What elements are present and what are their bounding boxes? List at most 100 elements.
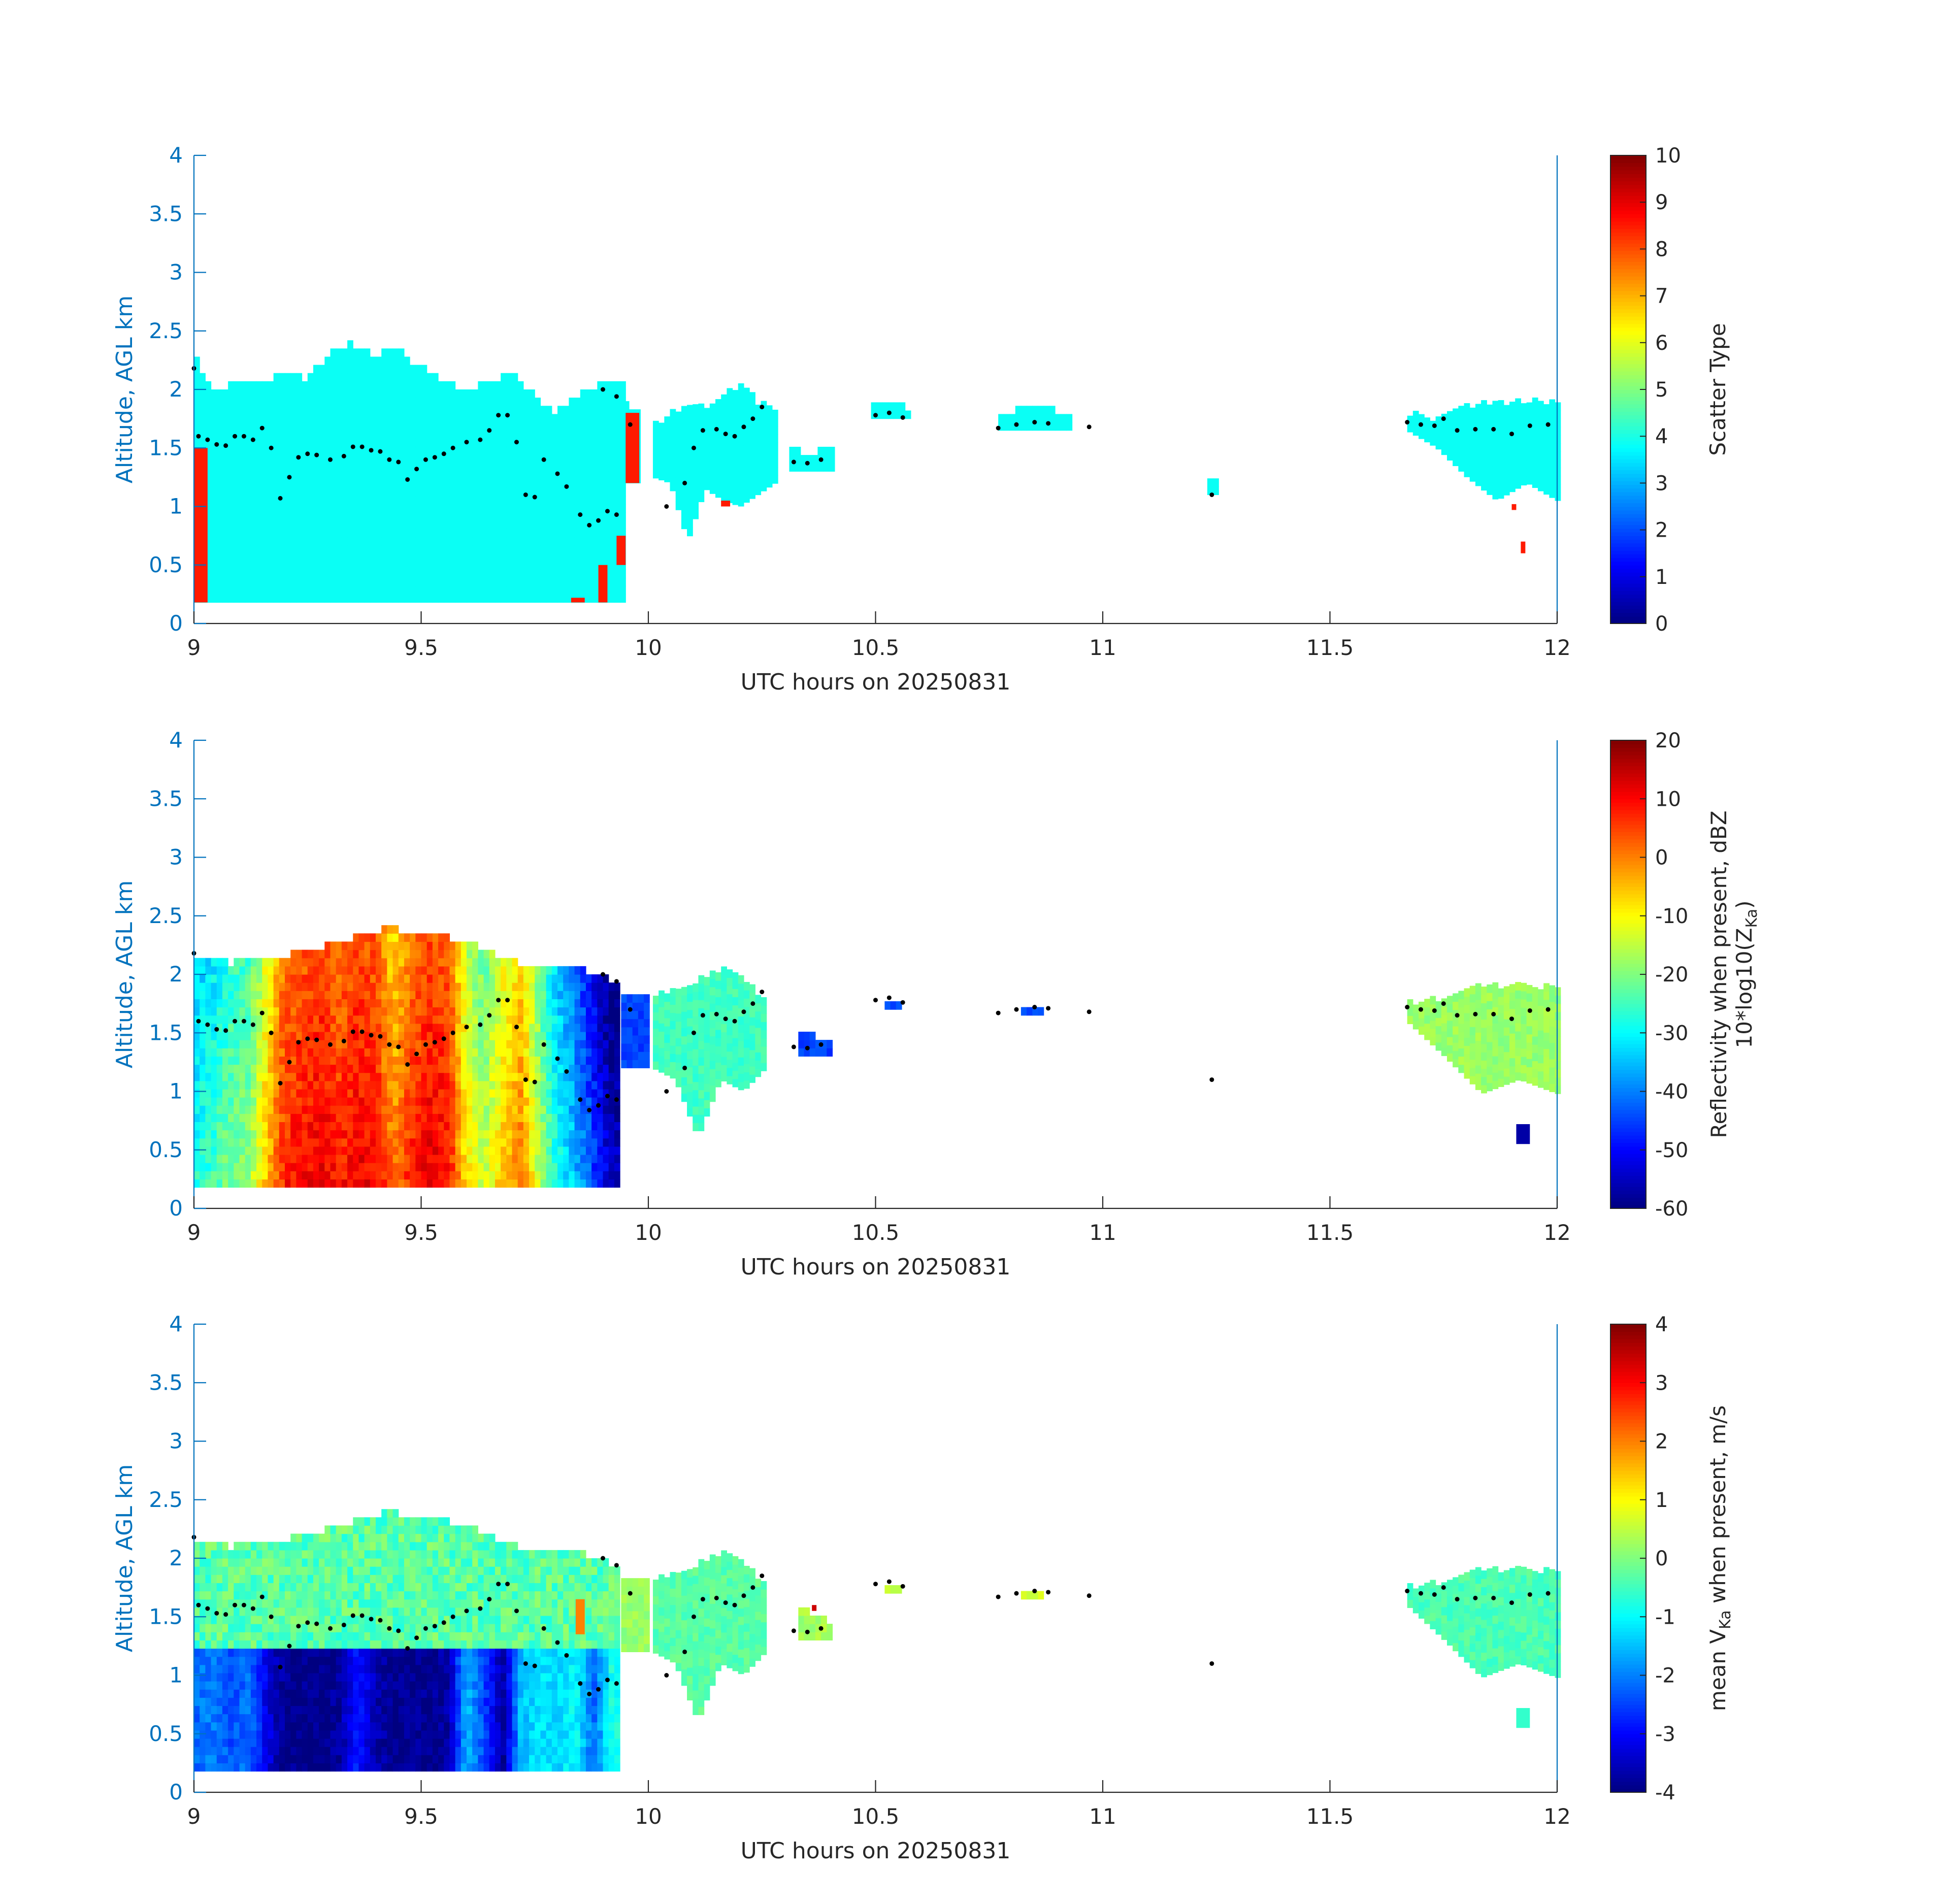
data-cell (273, 389, 280, 398)
data-cell (483, 999, 490, 1008)
data-cell (245, 1146, 251, 1155)
data-cell (467, 1171, 473, 1179)
data-cell (341, 504, 348, 513)
data-cell (569, 479, 575, 488)
data-cell (410, 537, 416, 546)
data-cell (489, 446, 496, 455)
data-cell (489, 1040, 496, 1048)
data-cell (432, 512, 439, 521)
data-cell (426, 1171, 433, 1179)
data-cell (234, 1122, 240, 1131)
data-cell (551, 446, 558, 455)
data-cell (262, 1040, 269, 1048)
data-cell (410, 365, 416, 374)
data-cell (324, 561, 331, 570)
data-cell (302, 1122, 308, 1131)
data-cell (551, 1179, 558, 1188)
data-cell (483, 504, 490, 513)
data-cell (364, 1130, 371, 1139)
data-cell (715, 465, 721, 473)
data-cell (438, 1105, 444, 1114)
data-cell (1435, 416, 1442, 425)
data-cell (512, 1040, 518, 1048)
data-cell (358, 381, 365, 390)
data-cell (876, 402, 883, 411)
data-cell (250, 561, 257, 570)
data-cell (353, 999, 359, 1008)
data-cell (245, 438, 251, 447)
data-cell (546, 504, 552, 513)
data-cell (347, 406, 353, 414)
data-cell (268, 1048, 274, 1057)
data-cell (205, 1080, 212, 1090)
data-cell (296, 1171, 303, 1179)
data-cell (404, 974, 410, 983)
data-cell (501, 512, 507, 521)
data-cell (455, 949, 462, 959)
data-cell (523, 1163, 530, 1171)
data-cell (358, 520, 365, 529)
data-cell (285, 463, 291, 472)
data-cell (444, 438, 450, 447)
data-cell (290, 1138, 297, 1147)
data-cell (438, 1154, 444, 1163)
data-cell (256, 422, 262, 431)
data-cell (205, 471, 212, 480)
data-cell (580, 1130, 586, 1139)
data-cell (871, 402, 877, 411)
data-cell (449, 496, 456, 505)
data-cell (234, 381, 240, 390)
data-cell (1492, 450, 1499, 458)
data-cell (608, 594, 615, 603)
data-cell (426, 1007, 433, 1016)
data-cell (313, 1064, 319, 1073)
data-cell (540, 1138, 547, 1147)
data-cell (302, 1089, 308, 1098)
data-cell (467, 1154, 473, 1163)
data-cell (302, 561, 308, 570)
data-cell (250, 479, 257, 488)
data-cell (330, 1138, 337, 1147)
data-cell (381, 1064, 387, 1073)
data-cell (313, 999, 319, 1008)
data-cell (205, 1171, 212, 1179)
data-cell (421, 512, 427, 521)
data-cell (296, 1179, 303, 1188)
data-cell (512, 1122, 518, 1131)
data-cell (341, 966, 348, 975)
data-cell (444, 455, 450, 464)
data-cell (523, 389, 530, 398)
data-cell (285, 422, 291, 431)
data-cell (546, 1130, 552, 1139)
data-cell (517, 982, 524, 991)
data-cell (483, 966, 490, 975)
data-cell (250, 422, 257, 431)
data-cell (222, 504, 228, 513)
data-cell (211, 529, 217, 538)
data-cell (523, 1031, 530, 1040)
data-cell (569, 455, 575, 464)
data-cell (438, 389, 444, 398)
data-cell (478, 1138, 484, 1147)
data-cell (1441, 438, 1447, 447)
data-cell (381, 406, 387, 414)
data-cell (347, 594, 353, 603)
data-cell (489, 1138, 496, 1147)
data-cell (273, 1089, 280, 1098)
data-cell (353, 545, 359, 554)
data-cell (617, 442, 624, 451)
data-cell (489, 406, 496, 414)
data-cell (460, 1130, 467, 1139)
data-cell (290, 974, 297, 983)
data-cell (1043, 422, 1050, 431)
data-cell (302, 504, 308, 513)
data-cell (347, 1089, 353, 1098)
data-cell (234, 430, 240, 439)
data-cell (234, 982, 240, 991)
data-cell (455, 389, 462, 398)
data-cell (415, 569, 422, 578)
data-cell (1458, 422, 1465, 431)
data-cell (557, 594, 564, 603)
data-cell (404, 1113, 410, 1123)
data-cell (200, 991, 206, 1000)
